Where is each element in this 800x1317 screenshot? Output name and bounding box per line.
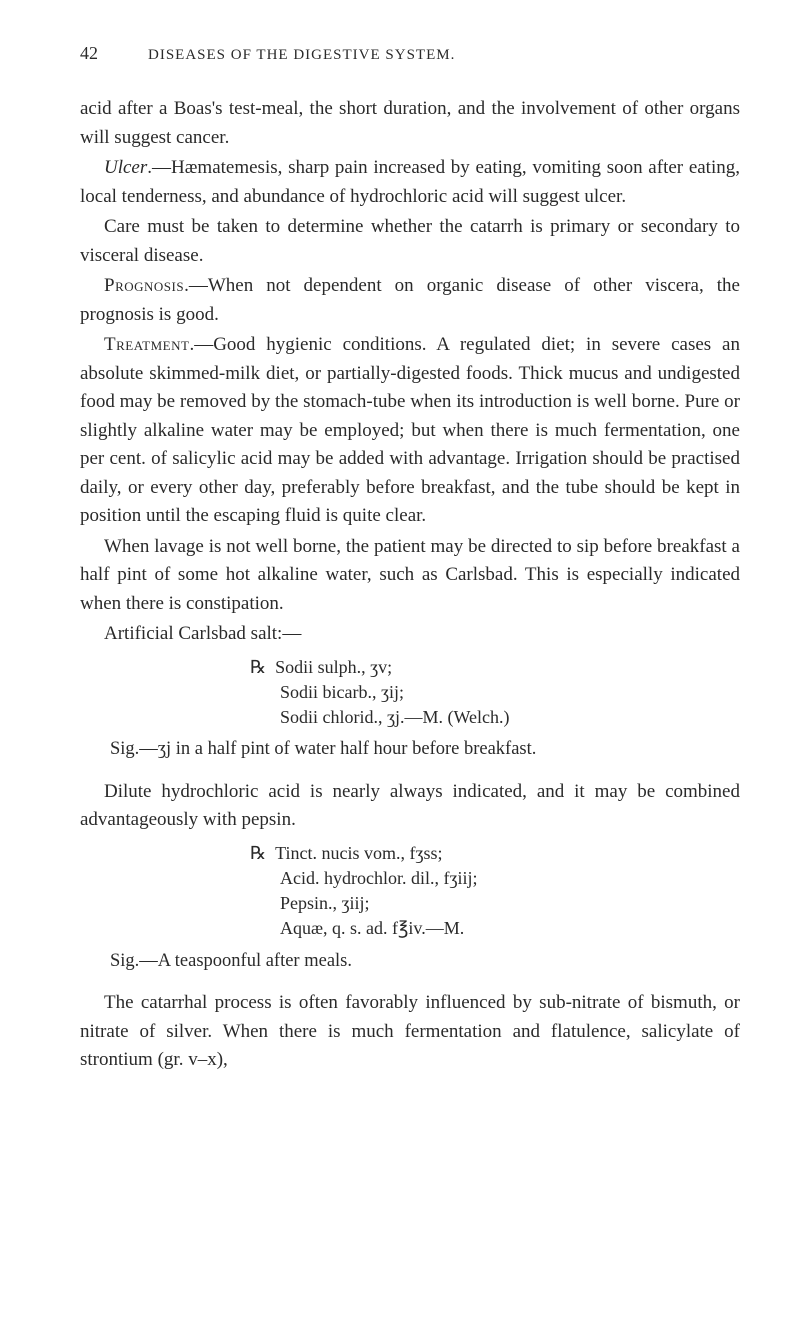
paragraph-treatment: Treatment.—Good hygienic conditions. A r…	[80, 331, 740, 531]
page-header: 42 DISEASES OF THE DIGESTIVE SYSTEM.	[80, 40, 740, 67]
rx-line: ℞ Tinct. nucis vom., fʒss;	[250, 841, 740, 866]
rx-symbol: ℞	[250, 657, 266, 677]
rx1-line3: Sodii chlorid., ʒj.—M. (Welch.)	[250, 705, 740, 730]
prescription-1: ℞ Sodii sulph., ʒv; Sodii bicarb., ʒij; …	[250, 655, 740, 731]
rx2-line4: Aquæ, q. s. ad. f℥iv.—M.	[250, 916, 740, 941]
ulcer-text: .—Hæmatemesis, sharp pain increased by e…	[80, 157, 740, 207]
ulcer-label: Ulcer	[104, 157, 147, 178]
rx2-line2: Acid. hydrochlor. dil., fʒiij;	[250, 866, 740, 891]
rx-symbol: ℞	[250, 843, 266, 863]
page-number: 42	[80, 40, 98, 67]
rx-line: ℞ Sodii sulph., ʒv;	[250, 655, 740, 680]
page-container: 42 DISEASES OF THE DIGESTIVE SYSTEM. aci…	[0, 0, 800, 1117]
treatment-label: Treatment	[104, 334, 189, 355]
rx2-line3: Pepsin., ʒiij;	[250, 891, 740, 916]
paragraph-carlsbad-intro: Artificial Carlsbad salt:—	[80, 620, 740, 649]
treatment-text: .—Good hygienic conditions. A regulated …	[80, 334, 740, 526]
rx2-line1: Tinct. nucis vom., fʒss;	[275, 843, 442, 863]
sig-1: Sig.—ʒj in a half pint of water half hou…	[80, 736, 740, 764]
prescription-2: ℞ Tinct. nucis vom., fʒss; Acid. hydroch…	[250, 841, 740, 942]
running-title: DISEASES OF THE DIGESTIVE SYSTEM.	[148, 44, 455, 67]
paragraph-ulcer: Ulcer.—Hæmatemesis, sharp pain increased…	[80, 154, 740, 211]
paragraph-care: Care must be taken to determine whether …	[80, 213, 740, 270]
paragraph-prognosis: Prognosis.—When not dependent on organic…	[80, 272, 740, 329]
sig-2: Sig.—A teaspoonful after meals.	[80, 948, 740, 976]
prognosis-label: Prognosis	[104, 275, 184, 296]
rx1-line2: Sodii bicarb., ʒij;	[250, 680, 740, 705]
paragraph-continuation: acid after a Boas's test-meal, the short…	[80, 95, 740, 152]
paragraph-dilute: Dilute hydrochloric acid is nearly alway…	[80, 778, 740, 835]
rx1-line1: Sodii sulph., ʒv;	[275, 657, 392, 677]
paragraph-lavage: When lavage is not well borne, the patie…	[80, 533, 740, 619]
paragraph-catarrhal: The catarrhal process is often favorably…	[80, 989, 740, 1075]
